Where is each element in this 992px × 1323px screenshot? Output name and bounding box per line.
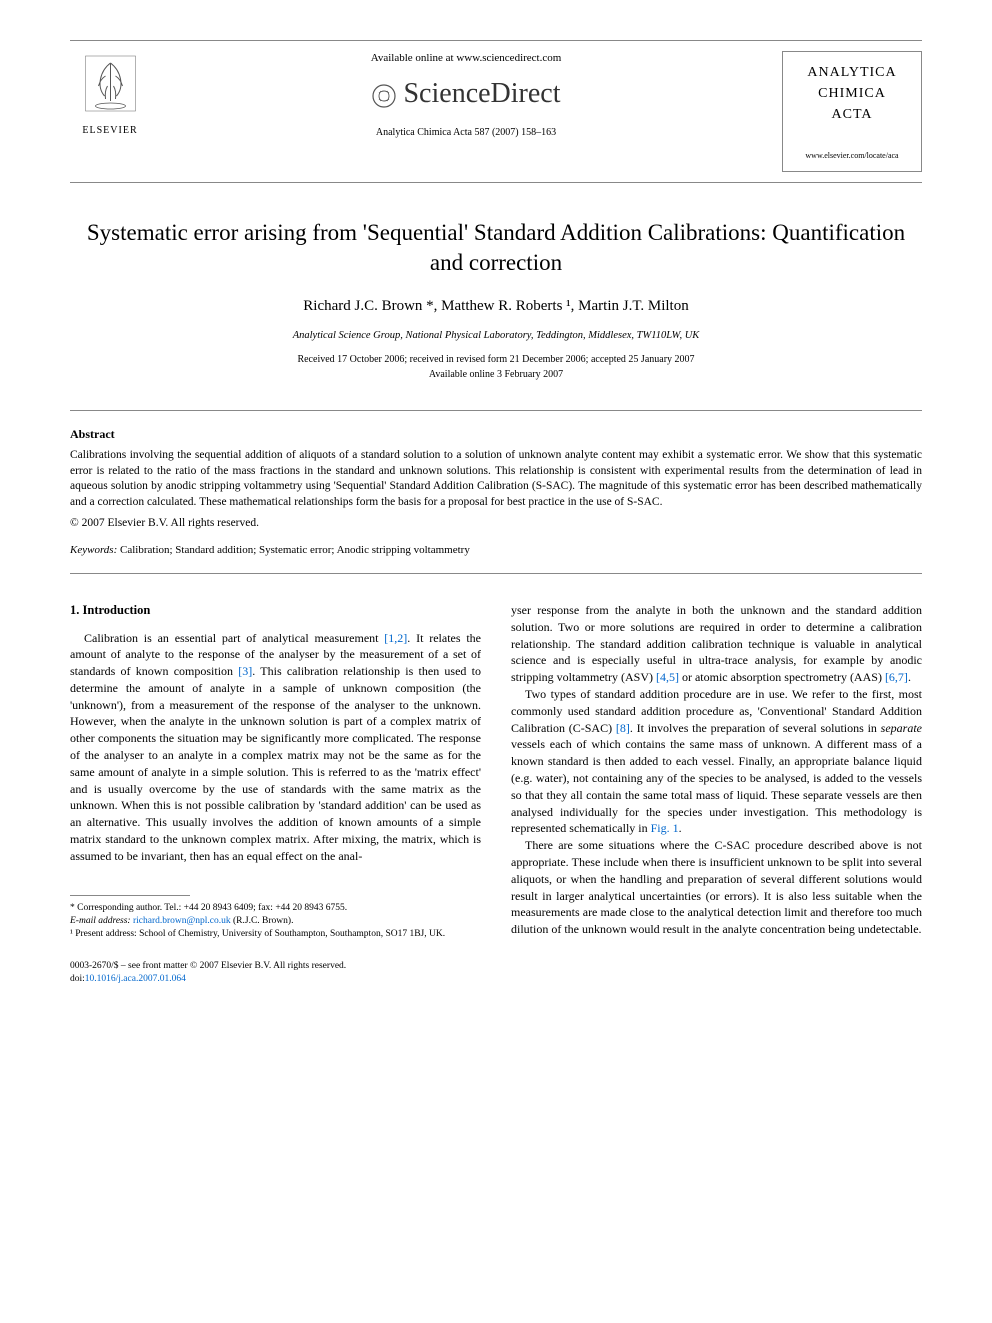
sciencedirect-brand: ScienceDirect — [170, 74, 762, 113]
sciencedirect-text: ScienceDirect — [403, 74, 560, 113]
journal-name: ANALYTICA CHIMICA ACTA — [791, 62, 913, 125]
section-1-heading: 1. Introduction — [70, 602, 481, 620]
email-link[interactable]: richard.brown@npl.co.uk — [133, 916, 231, 926]
header-row: ELSEVIER Available online at www.science… — [70, 40, 922, 183]
column-left: 1. Introduction Calibration is an essent… — [70, 602, 481, 986]
paragraph-2: yser response from the analyte in both t… — [511, 602, 922, 686]
issn-line: 0003-2670/$ – see front matter © 2007 El… — [70, 960, 481, 973]
footnote-divider — [70, 895, 190, 896]
journal-name-line2: CHIMICA — [791, 83, 913, 104]
column-right: yser response from the analyte in both t… — [511, 602, 922, 986]
paragraph-3: Two types of standard addition procedure… — [511, 686, 922, 837]
text-span: . It involves the preparation of several… — [630, 721, 881, 735]
elsevier-tree-icon — [78, 51, 143, 121]
divider — [70, 573, 922, 574]
doi-block: 0003-2670/$ – see front matter © 2007 El… — [70, 960, 481, 987]
abstract-text: Calibrations involving the sequential ad… — [70, 448, 922, 510]
body-columns: 1. Introduction Calibration is an essent… — [70, 602, 922, 986]
footnote-email: E-mail address: richard.brown@npl.co.uk … — [70, 915, 481, 928]
footnote-corresponding: * Corresponding author. Tel.: +44 20 894… — [70, 902, 481, 915]
ref-link[interactable]: [8] — [616, 721, 630, 735]
paragraph-4: There are some situations where the C-SA… — [511, 837, 922, 938]
divider — [70, 410, 922, 411]
text-span: . — [908, 670, 911, 684]
text-span: Calibration is an essential part of anal… — [84, 631, 384, 645]
available-online-text: Available online at www.sciencedirect.co… — [170, 51, 762, 66]
keywords-text: Calibration; Standard addition; Systemat… — [120, 544, 470, 556]
text-span: vessels each of which contains the same … — [511, 737, 922, 835]
publisher-name: ELSEVIER — [82, 124, 137, 138]
article-title: Systematic error arising from 'Sequentia… — [70, 218, 922, 278]
ref-link[interactable]: [4,5] — [656, 670, 679, 684]
authors: Richard J.C. Brown *, Matthew R. Roberts… — [70, 296, 922, 317]
abstract-body: Calibrations involving the sequential ad… — [70, 449, 922, 508]
doi-label: doi: — [70, 974, 85, 984]
doi-link[interactable]: 10.1016/j.aca.2007.01.064 — [85, 974, 186, 984]
email-attr: (R.J.C. Brown). — [233, 916, 293, 926]
keywords: Keywords: Calibration; Standard addition… — [70, 543, 922, 558]
sciencedirect-icon — [371, 81, 397, 107]
journal-name-line3: ACTA — [791, 104, 913, 125]
journal-url: www.elsevier.com/locate/aca — [791, 150, 913, 161]
journal-name-line1: ANALYTICA — [791, 62, 913, 83]
dates-line2: Available online 3 February 2007 — [70, 367, 922, 382]
doi-line: doi:10.1016/j.aca.2007.01.064 — [70, 973, 481, 986]
footnote-present-address: ¹ Present address: School of Chemistry, … — [70, 928, 481, 941]
ref-link[interactable]: [6,7] — [885, 670, 908, 684]
copyright: © 2007 Elsevier B.V. All rights reserved… — [70, 515, 922, 531]
ref-link[interactable]: [1,2] — [384, 631, 407, 645]
text-italic: separate — [881, 721, 922, 735]
email-label: E-mail address: — [70, 916, 131, 926]
abstract-heading: Abstract — [70, 426, 922, 443]
paragraph-1: Calibration is an essential part of anal… — [70, 630, 481, 865]
affiliation: Analytical Science Group, National Physi… — [70, 329, 922, 344]
dates-line1: Received 17 October 2006; received in re… — [70, 352, 922, 367]
publication-dates: Received 17 October 2006; received in re… — [70, 352, 922, 382]
publisher-logo: ELSEVIER — [70, 51, 150, 138]
journal-box: ANALYTICA CHIMICA ACTA www.elsevier.com/… — [782, 51, 922, 172]
center-header: Available online at www.sciencedirect.co… — [150, 51, 782, 140]
fig-link[interactable]: Fig. 1 — [651, 821, 679, 835]
citation-text: Analytica Chimica Acta 587 (2007) 158–16… — [170, 126, 762, 140]
text-span: . — [679, 821, 682, 835]
text-span: . This calibration relationship is then … — [70, 664, 481, 863]
text-span: or atomic absorption spectrometry (AAS) — [679, 670, 885, 684]
ref-link[interactable]: [3] — [238, 664, 252, 678]
keywords-label: Keywords: — [70, 544, 117, 556]
